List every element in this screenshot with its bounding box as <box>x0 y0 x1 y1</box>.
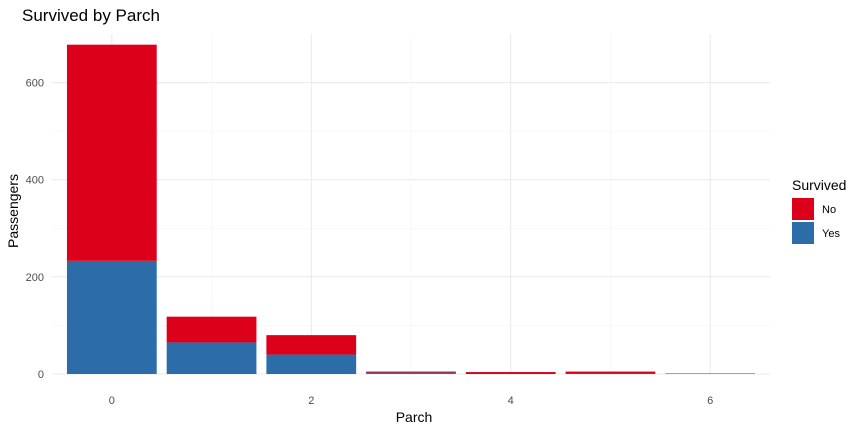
y-axis-ticks: 0 200 400 600 <box>26 78 44 381</box>
bar-yes-2 <box>266 354 357 374</box>
x-tick-label: 2 <box>308 395 314 407</box>
bar-no-0 <box>66 44 157 261</box>
legend-swatch-no <box>792 198 814 220</box>
legend-title: Survived <box>792 177 846 193</box>
x-tick-label: 6 <box>707 395 713 407</box>
bar-yes-3 <box>366 372 456 374</box>
bar-no-3 <box>366 371 456 373</box>
grid-lines <box>52 34 770 375</box>
legend-label-yes: Yes <box>822 228 840 240</box>
bar-no-2 <box>266 335 357 355</box>
y-tick-label: 0 <box>38 369 44 381</box>
x-tick-label: 4 <box>508 395 514 407</box>
x-tick-label: 0 <box>109 395 115 407</box>
x-axis-ticks: 0 2 4 6 <box>109 395 713 407</box>
legend-label-no: No <box>822 204 836 216</box>
bar-no-4 <box>465 372 556 374</box>
y-tick-label: 400 <box>26 175 44 187</box>
bar-no-5 <box>565 371 656 374</box>
bar-yes-1 <box>166 342 257 374</box>
legend-swatch-yes <box>792 222 814 244</box>
legend: Survived No Yes <box>792 177 846 244</box>
bar-yes-0 <box>66 260 157 374</box>
y-axis-title: Passengers <box>5 174 21 248</box>
chart-title: Survived by Parch <box>22 6 160 25</box>
bar-no-1 <box>166 316 257 343</box>
x-axis-title: Parch <box>396 409 433 425</box>
bars <box>66 44 756 374</box>
y-tick-label: 200 <box>26 272 44 284</box>
y-tick-label: 600 <box>26 78 44 90</box>
